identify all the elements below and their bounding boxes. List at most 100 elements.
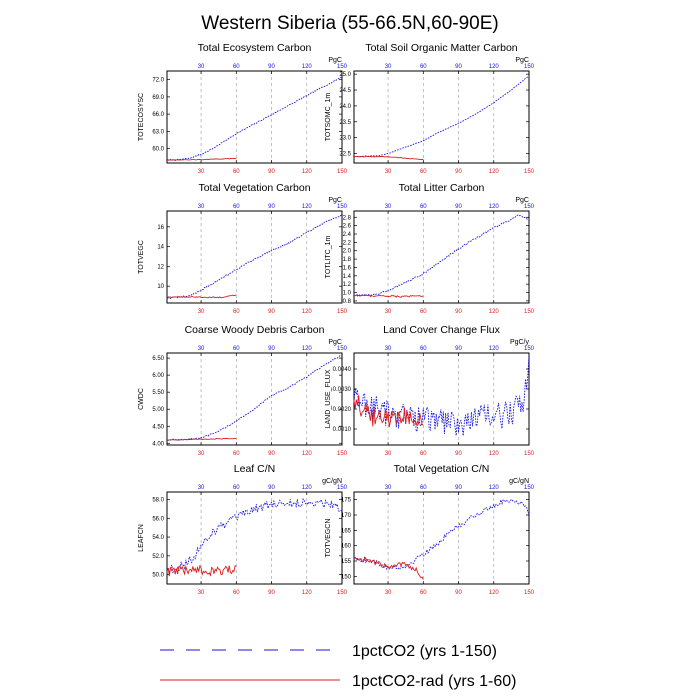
x-tick-label-top: 90 [268,346,275,352]
y-axis-label: CWDC [138,388,145,410]
x-tick-label-bottom: 60 [420,309,427,315]
chart-title: Total Vegetation C/N [394,463,490,475]
x-tick-label-top: 30 [198,64,205,70]
x-tick-label-top: 150 [337,64,348,70]
series-line-1pctco2-rad [353,556,424,580]
x-tick-label-top: 150 [337,346,348,352]
x-tick-label-bottom: 60 [233,590,240,596]
x-tick-label-top: 30 [385,64,392,70]
series-line-1pctco2-rad [166,564,237,577]
x-tick-label-top: 90 [455,64,462,70]
y-tick-label: 2.0 [343,249,352,255]
x-tick-label-bottom: 90 [455,309,462,315]
chart-title: Total Litter Carbon [399,182,485,194]
x-tick-label-bottom: 30 [198,169,205,175]
y-tick-label: 16 [157,225,164,231]
legend-label-1pctco2: 1pctCO2 (yrs 1-150) [352,643,497,660]
x-tick-label-bottom: 60 [420,590,427,596]
y-tick-label: 12 [157,264,164,270]
x-tick-label-bottom: 150 [337,309,348,315]
y-tick-label: 1.8 [343,257,352,263]
y-tick-label: 6.50 [152,356,164,362]
x-tick-label-top: 120 [302,204,313,210]
x-tick-label-top: 60 [233,485,240,491]
y-tick-label: 4.50 [152,424,164,430]
series-line-1pctco2 [353,75,530,158]
chart-title: Total Soil Organic Matter Carbon [365,42,517,54]
x-tick-label-top: 60 [420,204,427,210]
plot-frame [166,491,343,585]
units-label: PgC [328,197,342,204]
units-label: PgC [328,339,342,346]
x-tick-label-top: 150 [524,346,535,352]
y-tick-label: 4.00 [152,441,164,447]
chart-panel-leaf-c-n: Leaf C/N303060609090120120150150gC/gN50.… [138,463,348,596]
x-tick-label-top: 120 [489,485,500,491]
y-tick-label: 69.0 [152,95,164,101]
y-tick-label: 58.0 [152,498,164,504]
x-tick-label-bottom: 120 [489,590,500,596]
y-axis-label: TOTVEGCN [325,519,332,558]
x-tick-label-bottom: 150 [524,169,535,175]
x-tick-label-bottom: 120 [489,169,500,175]
y-tick-label: 52.0 [152,554,164,560]
x-tick-label-bottom: 120 [302,590,313,596]
x-tick-label-bottom: 30 [385,169,392,175]
plot-frame [353,70,530,164]
series-line-1pctco2 [166,354,343,441]
series-line-1pctco2-rad [166,294,237,299]
chart-panel-land-cover-change-flux: Land Cover Change Flux 30 30 60 60 90 90 120 120… [325,324,535,457]
x-tick-label-top: 90 [268,204,275,210]
x-tick-label-bottom: 60 [233,169,240,175]
figure-title: Western Siberia (55-66.5N,60-90E) [201,13,498,34]
plot-frame [166,352,343,446]
y-tick-label: 1.0 [343,291,352,297]
x-tick-label-top: 60 [233,64,240,70]
plot-frame [353,352,530,446]
x-tick-label-top: 30 [385,485,392,491]
y-axis-label: TOTLITC_1m [325,236,332,279]
x-tick-label-bottom: 30 [198,309,205,315]
chart-panel-total-ecosystem-carbon: Total Ecosystem Carbon 30 30 60 60 90 90 120 120… [138,42,348,175]
x-tick-label-top: 150 [524,485,535,491]
legend: 1pctCO2 (yrs 1-150) 1pctCO2-rad (yrs 1-6… [160,643,517,690]
x-tick-label-top: 30 [198,204,205,210]
x-tick-label-bottom: 60 [420,169,427,175]
x-tick-label-bottom: 150 [337,451,348,457]
y-axis-label: TOTVEGC [138,240,145,274]
y-tick-label: 155 [341,559,352,565]
chart-title: Total Vegetation Carbon [198,182,310,194]
x-tick-label-bottom: 120 [302,169,313,175]
series-line-1pctco2-rad [353,395,424,428]
y-tick-label: 50.0 [152,573,164,579]
y-tick-label: 2.6 [343,224,352,230]
y-axis-label: TOTECOSYSC [138,93,145,141]
y-tick-label: 2.4 [343,232,352,238]
y-tick-label: 14 [157,245,164,251]
chart-panel-total-vegetation-carbon: Total Vegetation Carbon 30 30 60 60 90 90 120 12… [138,182,348,315]
y-tick-label: 1.6 [343,265,352,271]
series-line-1pctco2 [166,497,343,575]
x-tick-label-top: 60 [233,346,240,352]
x-tick-label-top: 30 [198,346,205,352]
series-line-1pctco2-rad [353,294,424,298]
plot-frame [166,70,343,164]
plot-frame [166,210,343,304]
series-line-1pctco2-rad [353,155,424,161]
chart-title: Leaf C/N [234,463,275,475]
series-line-1pctco2-rad [167,437,237,441]
y-tick-label: 63.0 [152,129,164,135]
plot-frame [353,491,530,585]
y-tick-label: 175 [341,498,352,504]
x-tick-label-bottom: 120 [489,309,500,315]
x-tick-label-bottom: 30 [198,590,205,596]
x-tick-label-top: 120 [489,64,500,70]
panels: Total Ecosystem Carbon303060609090120120… [138,42,535,596]
y-tick-label: 23.0 [339,136,351,142]
x-tick-label-top: 150 [337,485,348,491]
y-axis-label: LEAFCN [138,524,145,552]
y-tick-label: 5.00 [152,407,164,413]
y-tick-label: 0.0010 [333,427,352,433]
y-tick-label: 54.0 [152,535,164,541]
x-tick-label-bottom: 30 [385,451,392,457]
